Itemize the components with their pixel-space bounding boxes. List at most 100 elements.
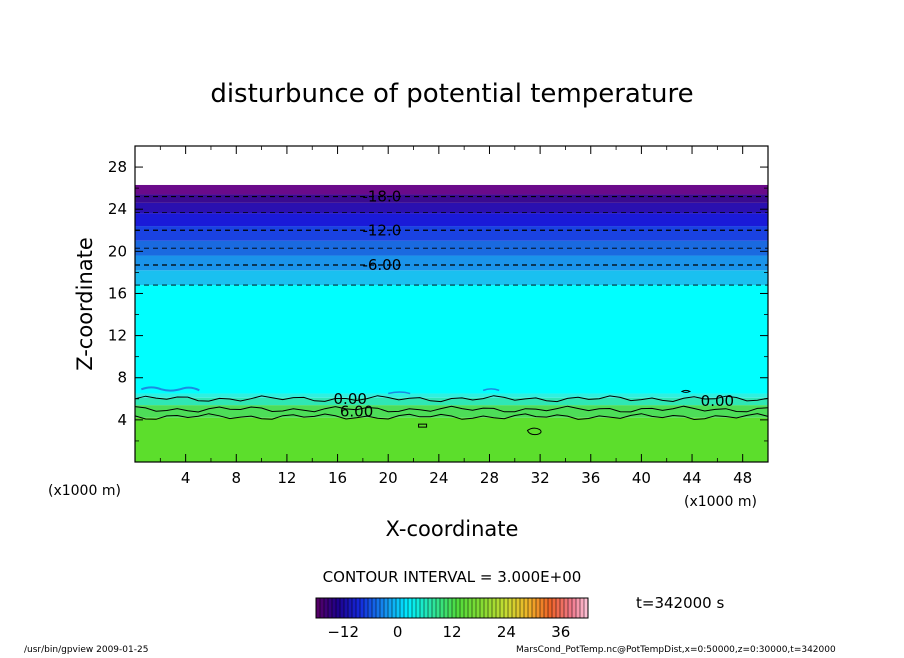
- colorbar-segment: [400, 598, 404, 618]
- field-band-9: [135, 213, 768, 227]
- colorbar-segment: [488, 598, 492, 618]
- x-tick-label-4: 20: [379, 469, 398, 487]
- x-tick-label-7: 32: [531, 469, 550, 487]
- footer-right: MarsCond_PotTemp.nc@PotTempDist,x=0:5000…: [516, 645, 836, 654]
- colorbar-tick-label-0: −12: [327, 623, 359, 641]
- contour-label-2: -6.00: [362, 256, 401, 274]
- field-band-4: [135, 285, 768, 394]
- colorbar-ticks: −12 0 12 24 36: [327, 623, 570, 641]
- x-tick-label-5: 24: [429, 469, 448, 487]
- colorbar-segment: [440, 598, 444, 618]
- colorbar-segment: [352, 598, 356, 618]
- colorbar-segment: [496, 598, 500, 618]
- field-band-6: [135, 255, 768, 271]
- field-band-10: [135, 202, 768, 214]
- field-wisp-right: [482, 388, 500, 392]
- field-band-11: [135, 194, 768, 203]
- y-tick-label-4: 20: [108, 242, 127, 260]
- chart-title: disturbunce of potential temperature: [210, 79, 693, 109]
- colorbar-segment: [420, 598, 424, 618]
- colorbar-segment: [364, 598, 368, 618]
- field-band-2: [135, 397, 768, 406]
- colorbar-segment: [540, 598, 544, 618]
- colorbar-segment: [500, 598, 504, 618]
- y-tick-label-1: 8: [117, 369, 127, 387]
- colorbar-segment: [344, 598, 348, 618]
- colorbar-segment: [384, 598, 388, 618]
- colorbar-segment: [320, 598, 324, 618]
- colorbar-segment: [564, 598, 568, 618]
- colorbar-segment: [556, 598, 560, 618]
- colorbar-segment: [404, 598, 408, 618]
- colorbar-segment: [408, 598, 412, 618]
- colorbar-segment: [416, 598, 420, 618]
- colorbar-segment: [480, 598, 484, 618]
- contour-label-3: 0.00: [334, 390, 367, 408]
- contour-label-4: 6.00: [340, 402, 373, 420]
- field-band-8: [135, 226, 768, 241]
- colorbar-segment: [552, 598, 556, 618]
- potential-temperature-field: [135, 184, 768, 462]
- x-axis-label: X-coordinate: [386, 517, 519, 541]
- colorbar-segment: [544, 598, 548, 618]
- colorbar-segment: [472, 598, 476, 618]
- contour-island-2: [418, 423, 428, 428]
- y-tick-label-6: 28: [108, 158, 127, 176]
- field-wisp-mid: [388, 391, 411, 395]
- colorbar-segment: [508, 598, 512, 618]
- colorbar-segment: [532, 598, 536, 618]
- x-unit-left: (x1000 m): [48, 483, 121, 499]
- colorbar-segment: [580, 598, 584, 618]
- colorbar-segment: [388, 598, 392, 618]
- x-tick-label-10: 44: [682, 469, 701, 487]
- colorbar-segment: [572, 598, 576, 618]
- colorbar-tick-label-3: 24: [497, 623, 516, 641]
- colorbar-segment: [468, 598, 472, 618]
- colorbar-segment: [332, 598, 336, 618]
- contour-island-1: [526, 427, 542, 436]
- colorbar-tick-label-2: 12: [442, 623, 461, 641]
- colorbar-segment: [560, 598, 564, 618]
- contour-lines: [134, 195, 769, 436]
- contour-label-0: -18.0: [362, 188, 401, 206]
- colorbar-segment: [456, 598, 460, 618]
- colorbar-segment: [536, 598, 540, 618]
- colorbar-segment: [376, 598, 380, 618]
- colorbar-segment: [432, 598, 436, 618]
- x-tick-label-9: 40: [632, 469, 651, 487]
- colorbar-segment: [524, 598, 528, 618]
- colorbar-segment: [448, 598, 452, 618]
- colorbar: [315, 598, 588, 618]
- colorbar-segment: [356, 598, 360, 618]
- colorbar-segment: [336, 598, 340, 618]
- colorbar-segment: [340, 598, 344, 618]
- contour-label-5: 0.00: [701, 392, 734, 410]
- colorbar-segment: [348, 598, 352, 618]
- y-tick-label-0: 4: [117, 411, 127, 429]
- colorbar-segment: [520, 598, 524, 618]
- colorbar-tick-label-4: 36: [551, 623, 570, 641]
- colorbar-segment: [576, 598, 580, 618]
- contour-labels: -18.0-12.0-6.000.006.000.00: [334, 188, 735, 421]
- colorbar-segment: [328, 598, 332, 618]
- x-tick-label-6: 28: [480, 469, 499, 487]
- colorbar-segment: [492, 598, 496, 618]
- contour-solid-2: [134, 413, 769, 421]
- colorbar-segment: [460, 598, 464, 618]
- colorbar-segment: [464, 598, 468, 618]
- y-axis-label: Z-coordinate: [73, 237, 97, 371]
- field-wisp-left: [140, 386, 200, 392]
- contour-island-3: [680, 389, 692, 393]
- x-tick-label-2: 12: [277, 469, 296, 487]
- colorbar-segment: [380, 598, 384, 618]
- colorbar-segment: [504, 598, 508, 618]
- colorbar-segment: [392, 598, 396, 618]
- colorbar-segment: [528, 598, 532, 618]
- colorbar-frame: [315, 597, 589, 619]
- y-tick-label-5: 24: [108, 200, 127, 218]
- time-label: t=342000 s: [636, 594, 724, 612]
- colorbar-segment: [452, 598, 456, 618]
- footer-left: /usr/bin/gpview 2009-01-25: [24, 645, 148, 654]
